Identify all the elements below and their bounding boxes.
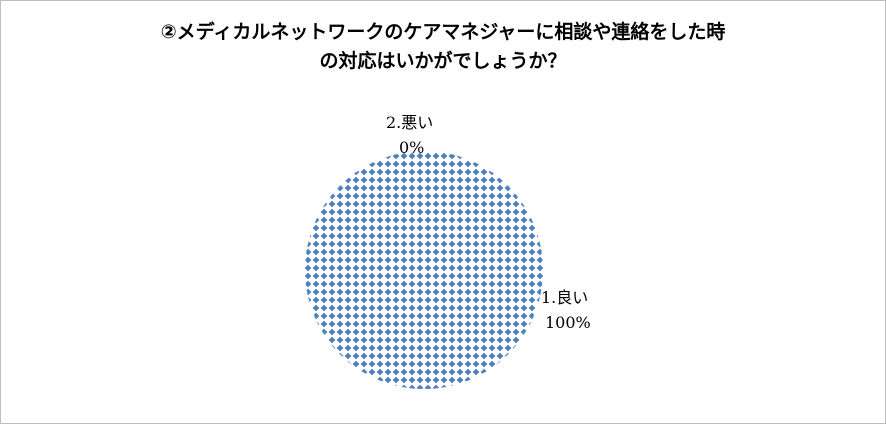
pie-slices [305,151,543,389]
chart-title-line-2: の対応はいかがでしょうか？ [319,50,567,72]
data-label-category-good: 1.良い [541,288,588,307]
chart-title-line-1: ②メディカルネットワークのケアマネジャーに相談や連絡をした時 [160,21,726,43]
data-label-category-bad: 2.悪い [386,113,433,132]
data-label-percent-good: 100% [545,313,591,332]
data-label-percent-bad: 0% [399,138,424,157]
pie-slice-good [305,151,543,389]
data-labels: 1.良い 100% 2.悪い 0% [386,113,591,332]
chart-title: ②メディカルネットワークのケアマネジャーに相談や連絡をした時 の対応はいかがでし… [0,18,886,76]
